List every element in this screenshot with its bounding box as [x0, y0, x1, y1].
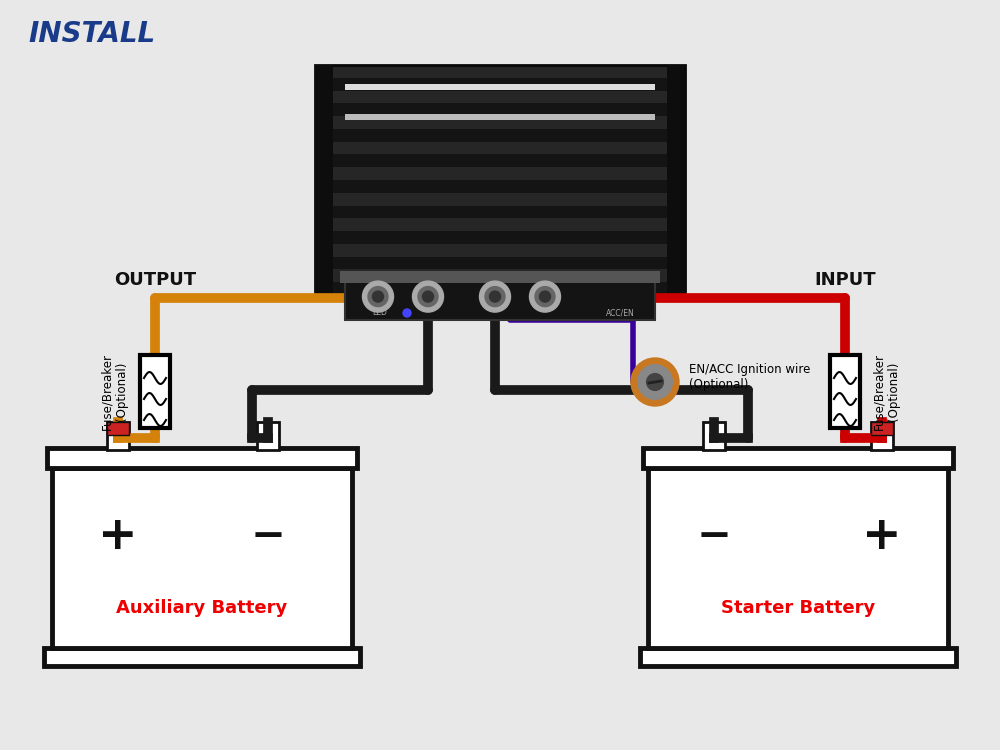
Bar [315, 78, 685, 91]
Bar [315, 65, 685, 295]
Bar [315, 193, 685, 206]
Bar [107, 422, 129, 434]
Bar [107, 422, 129, 450]
Circle shape [647, 374, 663, 391]
Bar [315, 167, 685, 180]
Circle shape [540, 291, 550, 302]
Bar [640, 648, 956, 666]
Bar [315, 180, 685, 193]
Bar [340, 271, 660, 283]
Bar [315, 256, 685, 269]
Bar [315, 129, 685, 142]
Bar [871, 422, 893, 450]
Bar [648, 468, 948, 648]
Bar [345, 275, 655, 320]
Text: EN/ACC Ignition wire
(Optional): EN/ACC Ignition wire (Optional) [689, 363, 810, 391]
Bar [315, 65, 685, 78]
Bar [315, 116, 685, 129]
Circle shape [372, 291, 384, 302]
Bar [315, 244, 685, 256]
Bar [315, 142, 685, 154]
Bar [315, 269, 685, 282]
Circle shape [530, 281, 560, 312]
Text: −: − [251, 515, 285, 557]
Bar [47, 448, 357, 468]
Bar [315, 65, 333, 295]
Circle shape [403, 309, 411, 317]
Circle shape [368, 286, 388, 307]
Circle shape [638, 364, 672, 399]
Bar [643, 448, 953, 468]
Text: Auxiliary Battery: Auxiliary Battery [116, 599, 288, 617]
Bar [345, 114, 655, 120]
Text: Fuse/Breaker
(Optional): Fuse/Breaker (Optional) [100, 353, 128, 430]
Circle shape [480, 281, 511, 312]
Bar [871, 422, 893, 434]
Circle shape [362, 281, 394, 312]
Text: INSTALL: INSTALL [28, 20, 155, 48]
Circle shape [413, 281, 444, 312]
Bar [315, 282, 685, 295]
Bar [830, 355, 860, 428]
Bar [315, 231, 685, 244]
Circle shape [485, 286, 505, 307]
Circle shape [535, 286, 555, 307]
Circle shape [631, 358, 679, 406]
Bar [315, 154, 685, 167]
Text: −: − [697, 515, 731, 557]
Text: ACC/EN: ACC/EN [606, 308, 634, 317]
Bar [667, 65, 685, 295]
Bar [345, 84, 655, 90]
Circle shape [418, 286, 438, 307]
Bar [315, 91, 685, 104]
Circle shape [490, 291, 501, 302]
Bar [44, 648, 360, 666]
Text: +: + [862, 514, 902, 559]
Bar [315, 206, 685, 218]
Bar [257, 422, 279, 450]
Circle shape [422, 291, 434, 302]
Text: Fuse/Breaker
(Optional): Fuse/Breaker (Optional) [872, 353, 900, 430]
Bar [315, 218, 685, 231]
Text: Starter Battery: Starter Battery [721, 599, 875, 617]
Bar [140, 355, 170, 428]
Bar [315, 104, 685, 116]
Text: OUTPUT: OUTPUT [114, 271, 196, 289]
Text: LED: LED [373, 308, 387, 317]
Bar [52, 468, 352, 648]
Text: INPUT: INPUT [814, 271, 876, 289]
Bar [703, 422, 725, 450]
Text: +: + [98, 514, 138, 559]
